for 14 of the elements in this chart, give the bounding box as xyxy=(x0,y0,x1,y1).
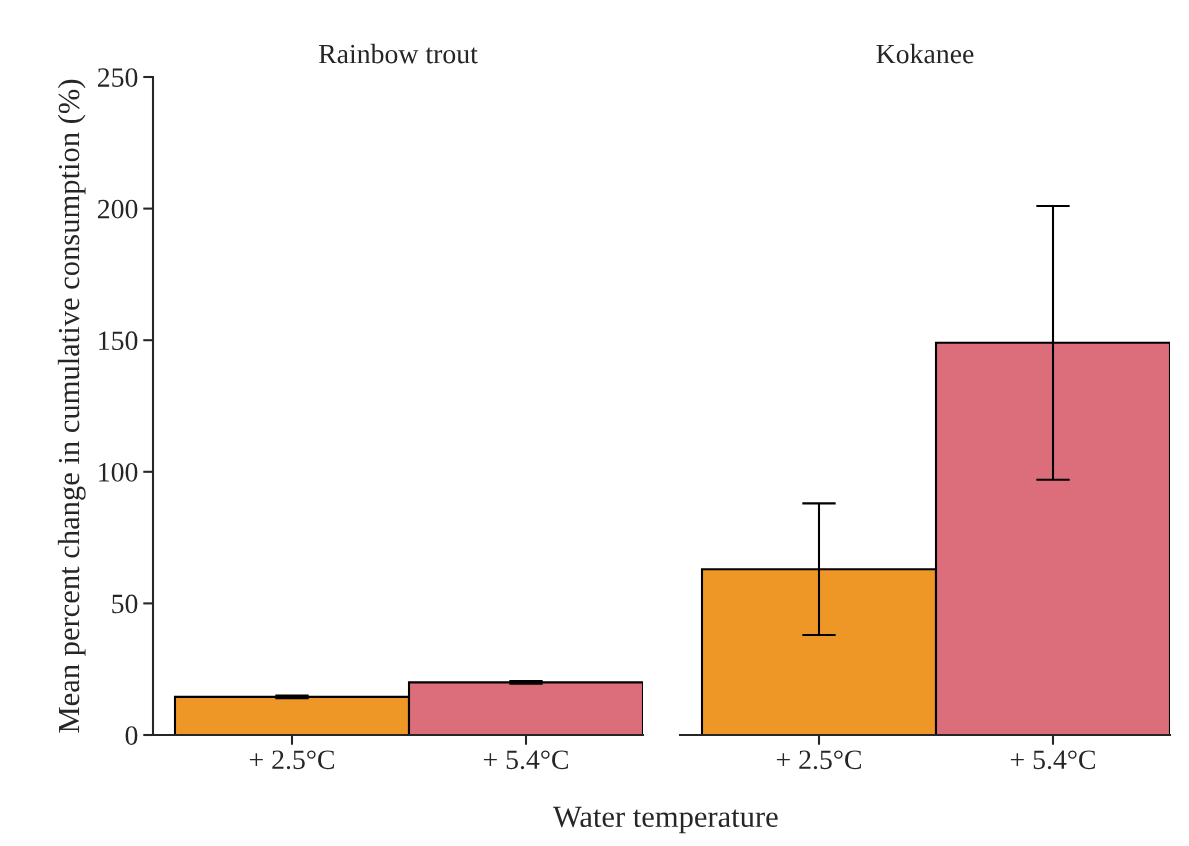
x-tick-label: + 2.5°C xyxy=(249,750,334,770)
y-tick-label: 50 xyxy=(112,594,138,614)
y-axis-title: Mean percent change in cumulative consumption (%) xyxy=(57,79,86,733)
y-tick-label: 150 xyxy=(99,331,138,351)
y-tick-label: 100 xyxy=(99,462,138,482)
x-tick-label: + 5.4°C xyxy=(483,750,568,770)
y-tick-label: 250 xyxy=(97,68,138,87)
y-tick-label: 0 xyxy=(125,726,138,745)
y-tick-label: 200 xyxy=(97,199,138,219)
chart-title: Rainbow trout xyxy=(318,43,478,64)
x-tick-label: + 2.5°C xyxy=(776,750,861,770)
x-axis-title: Water temperature xyxy=(553,806,778,834)
x-tick-label: + 5.4°C xyxy=(1010,750,1095,770)
chart-title: Kokanee xyxy=(876,43,974,64)
